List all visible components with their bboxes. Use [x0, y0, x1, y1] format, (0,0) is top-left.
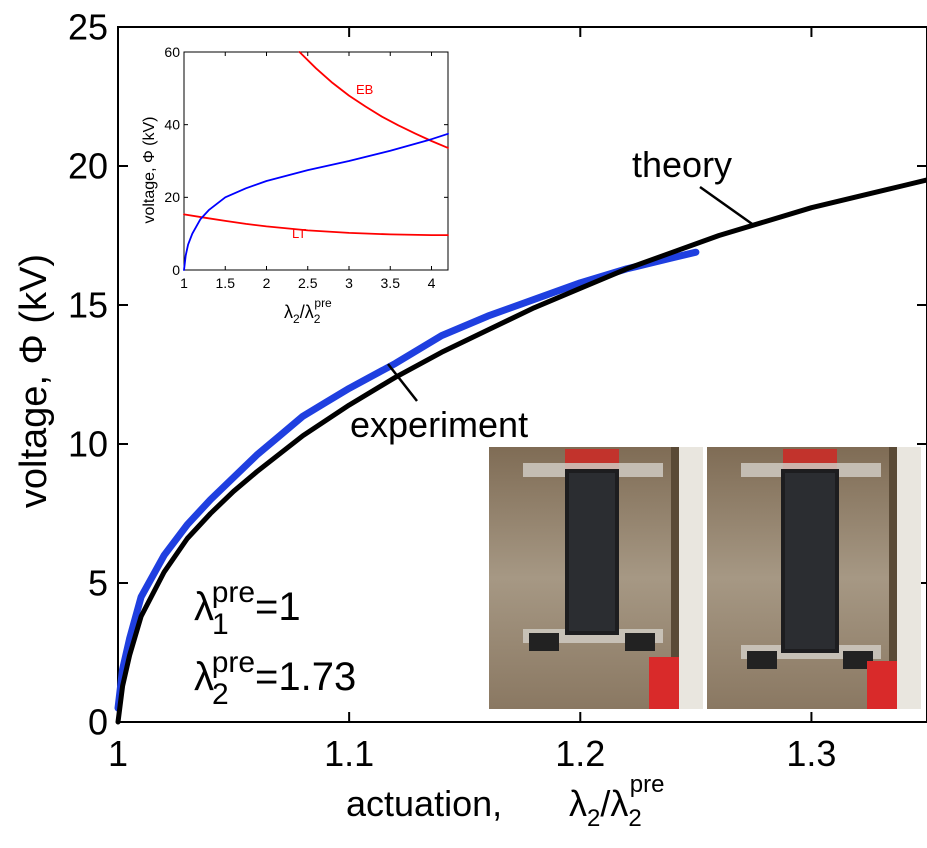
main-y-tick-label: 0 [88, 702, 108, 743]
main-x-tick-label: 1 [108, 733, 128, 774]
inset-axes [183, 51, 449, 271]
x-axis-label-math: λ2/λ2pre [569, 771, 664, 832]
main-series [114, 177, 927, 725]
inset-lt-label: LT [292, 226, 306, 241]
main-y-tick-label: 20 [68, 146, 108, 187]
inset-x-tick-label: 3.5 [381, 275, 401, 291]
inset-plot-area [183, 51, 449, 271]
lambda2-pre-label: λ2pre=1.73 [194, 646, 356, 711]
theory-arrow [699, 185, 756, 228]
inset-x-tick-label: 2.5 [298, 275, 318, 291]
main-y-tick-label: 5 [88, 563, 108, 604]
main-y-tick-label: 10 [68, 424, 108, 465]
x-axis-label: actuation, λ2/λ2pre [346, 771, 664, 832]
inset-eb-label: EB [356, 82, 373, 97]
main-x-tick-label: 1.1 [324, 733, 374, 774]
actuator-photo-on [707, 447, 921, 709]
inset-series [183, 51, 449, 271]
actuator-photo-on-image [707, 447, 921, 709]
main-x-tick-label: 1.3 [786, 733, 836, 774]
actuator-photo-off-image [489, 447, 703, 709]
inset-x-tick-label: 2 [263, 275, 271, 291]
y-axis-label: voltage, Φ (kV) [13, 254, 55, 508]
experiment-arrow [387, 363, 418, 402]
main-series-line [114, 248, 700, 712]
inset-y-axis-label: voltage, Φ (kV) [141, 116, 158, 223]
inset-y-tick-label: 0 [172, 262, 180, 278]
lambda1-pre-label: λ1pre=1 [194, 576, 301, 641]
inset-y-tick-label: 60 [164, 44, 180, 60]
main-x-tick-label: 1.2 [555, 733, 605, 774]
main-y-tick-label: 15 [68, 285, 108, 326]
inset-x-tick-label: 4 [428, 275, 436, 291]
inset-x-axis-label: λ2/λ2pre [284, 296, 332, 326]
x-axis-label-text: actuation, [346, 783, 502, 824]
inset-y-tick-label: 40 [164, 117, 180, 133]
actuator-photo-off [489, 447, 703, 709]
inset-x-tick-label: 3 [345, 275, 353, 291]
inset-series-line [183, 213, 449, 237]
theory-label: theory [632, 144, 732, 185]
inset-series-line [298, 51, 449, 149]
main-y-tick-label: 25 [68, 7, 108, 48]
inset-x-tick-label: 1.5 [216, 275, 236, 291]
experiment-label: experiment [350, 404, 528, 445]
main-series-line [115, 177, 927, 725]
inset-x-tick-label: 1 [180, 275, 188, 291]
inset-series-line [183, 132, 449, 271]
inset-y-tick-label: 20 [164, 189, 180, 205]
